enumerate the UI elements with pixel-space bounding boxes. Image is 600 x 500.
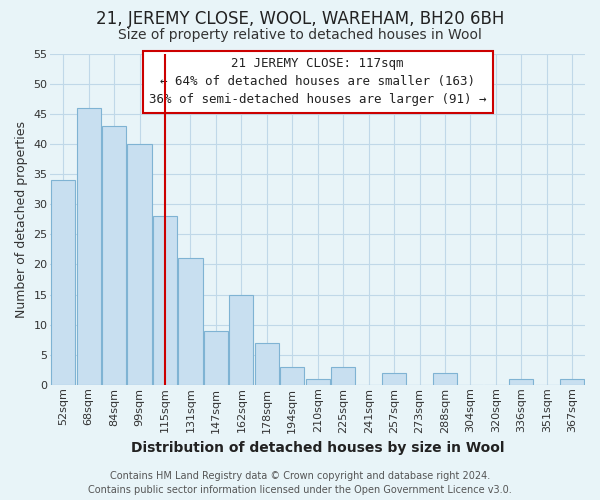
Text: Size of property relative to detached houses in Wool: Size of property relative to detached ho…: [118, 28, 482, 42]
Bar: [51, 180, 75, 385]
Bar: [255, 342, 279, 385]
Bar: [127, 144, 152, 385]
Bar: [229, 294, 253, 385]
Bar: [153, 216, 177, 385]
Bar: [204, 330, 228, 385]
Text: Contains HM Land Registry data © Crown copyright and database right 2024.
Contai: Contains HM Land Registry data © Crown c…: [88, 471, 512, 495]
Text: 21 JEREMY CLOSE: 117sqm
← 64% of detached houses are smaller (163)
36% of semi-d: 21 JEREMY CLOSE: 117sqm ← 64% of detache…: [149, 58, 487, 106]
Y-axis label: Number of detached properties: Number of detached properties: [15, 121, 28, 318]
Bar: [433, 372, 457, 385]
Bar: [560, 379, 584, 385]
X-axis label: Distribution of detached houses by size in Wool: Distribution of detached houses by size …: [131, 441, 505, 455]
Bar: [382, 372, 406, 385]
Bar: [178, 258, 203, 385]
Bar: [509, 379, 533, 385]
Bar: [102, 126, 126, 385]
Bar: [305, 379, 330, 385]
Text: 21, JEREMY CLOSE, WOOL, WAREHAM, BH20 6BH: 21, JEREMY CLOSE, WOOL, WAREHAM, BH20 6B…: [96, 10, 504, 28]
Bar: [280, 366, 304, 385]
Bar: [331, 366, 355, 385]
Bar: [77, 108, 101, 385]
